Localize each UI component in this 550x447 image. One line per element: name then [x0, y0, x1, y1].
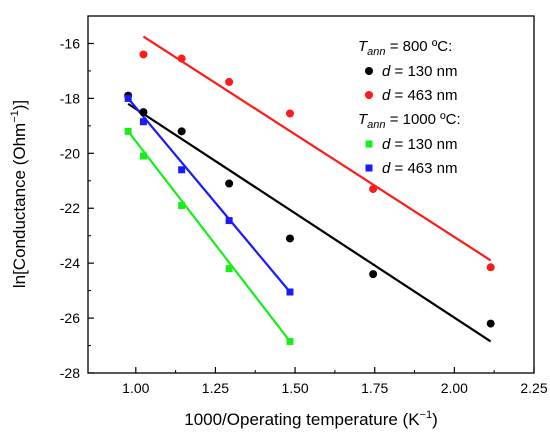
- fit-line-series-4: [127, 97, 291, 293]
- legend: Tann = 800 ºC: d = 130 nm d = 463 nm Tann =…: [358, 38, 461, 177]
- legend-label: d = 130 nm: [382, 136, 457, 153]
- fit-line-series-2: [142, 35, 492, 262]
- x-tick-label: 2.25: [520, 380, 547, 396]
- data-point-series-4: [139, 118, 147, 126]
- data-point-series-3: [124, 127, 132, 135]
- data-point-series-3: [178, 201, 186, 209]
- legend-label: d = 130 nm: [382, 63, 457, 80]
- data-point-series-1: [285, 234, 294, 243]
- data-point-series-2: [369, 185, 378, 194]
- y-tick-label: -16: [60, 35, 80, 51]
- x-tick-label: 1.50: [281, 380, 308, 396]
- data-points: [124, 50, 495, 345]
- data-point-series-1: [369, 270, 378, 279]
- legend-marker: [365, 164, 373, 172]
- data-point-series-1: [225, 179, 234, 188]
- y-axis-title: ln[Conductance (Ohm−1)]: [9, 100, 29, 288]
- data-point-series-4: [178, 166, 186, 174]
- y-tick-label: -26: [60, 310, 80, 326]
- y-tick-label: -28: [60, 365, 80, 381]
- legend-label: d = 463 nm: [382, 87, 457, 104]
- y-tick-label: -22: [60, 200, 80, 216]
- data-point-series-4: [286, 288, 294, 296]
- data-point-series-2: [225, 77, 234, 86]
- legend-marker: [365, 67, 373, 75]
- x-axis-title: 1000/Operating temperature (K−1): [184, 409, 438, 429]
- data-point-series-4: [225, 217, 233, 225]
- plot-frame: [87, 15, 535, 374]
- data-point-series-3: [286, 337, 294, 345]
- data-point-series-2: [177, 54, 186, 63]
- data-point-series-3: [139, 152, 147, 160]
- y-tick-label: -20: [60, 145, 80, 161]
- x-tick-label: 1.25: [202, 380, 229, 396]
- legend-label: d = 463 nm: [382, 160, 457, 177]
- x-tick-label: 1.75: [361, 380, 388, 396]
- data-point-series-4: [124, 94, 132, 102]
- x-tick-label: 1.00: [122, 380, 149, 396]
- y-tick-label: -18: [60, 90, 80, 106]
- legend-group-header: Tann = 1000 ºC:: [358, 111, 461, 131]
- y-tick-label: -24: [60, 255, 80, 271]
- data-point-series-2: [285, 109, 294, 118]
- x-tick-label: 2.00: [441, 380, 468, 396]
- fit-lines: [127, 35, 492, 343]
- axis-ticks: 1.00 1.25 1.50 1.75 2.00 2.25 -28 -26 -24 -22 -20 -…: [60, 35, 548, 396]
- fit-line-series-1: [127, 102, 492, 343]
- legend-marker: [365, 140, 373, 148]
- data-point-series-2: [139, 50, 148, 59]
- fit-line-series-3: [127, 130, 291, 343]
- data-point-series-1: [486, 319, 495, 328]
- legend-marker: [365, 91, 373, 99]
- data-point-series-2: [486, 263, 495, 272]
- data-point-series-1: [177, 127, 186, 136]
- data-point-series-1: [139, 108, 148, 117]
- data-point-series-3: [225, 265, 233, 273]
- legend-group-header: Tann = 800 ºC:: [358, 38, 452, 58]
